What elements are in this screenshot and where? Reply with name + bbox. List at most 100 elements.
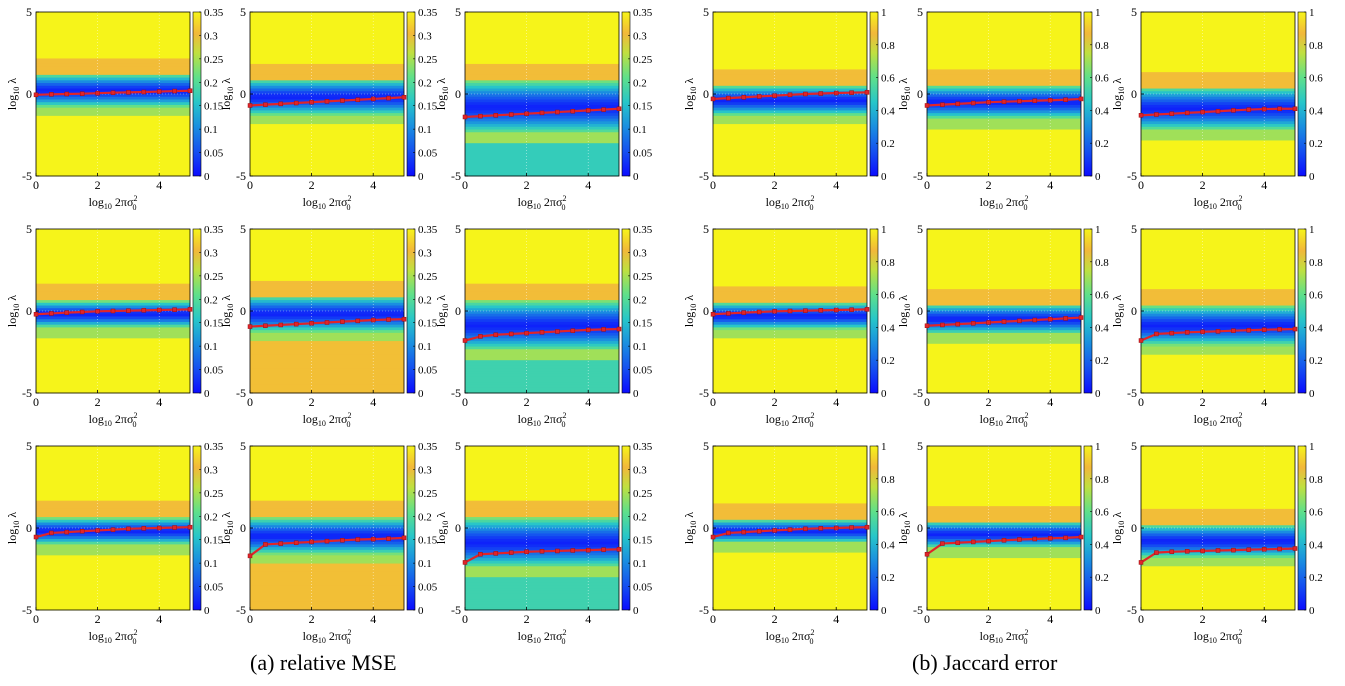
heatmap-cell <box>36 14 190 18</box>
heatmap-cell <box>927 384 1081 389</box>
heatmap-cell <box>36 446 190 450</box>
heatmap-cell <box>927 110 1081 114</box>
series-marker <box>1032 98 1038 103</box>
heatmap-cell <box>713 289 867 293</box>
heatmap-cell <box>250 58 404 62</box>
heatmap-cell <box>713 36 867 40</box>
heatmap-cell <box>713 390 867 394</box>
y-tick-label: 0 <box>240 304 246 318</box>
heatmap-cell <box>713 229 867 233</box>
heatmap-cell <box>713 162 867 166</box>
x-tick-label: 0 <box>462 612 468 626</box>
series-marker <box>1138 560 1144 565</box>
heatmap-cell <box>465 360 619 364</box>
heatmap-cell <box>465 132 619 136</box>
heatmap-cell <box>36 253 190 257</box>
heatmap-cell <box>36 593 190 597</box>
heatmap-cell <box>250 349 404 353</box>
heatmap-cell <box>927 154 1081 158</box>
heatmap-cell <box>1141 514 1295 518</box>
x-axis-label: log10 2πσ2 0 <box>303 628 352 646</box>
series-marker <box>1231 547 1236 553</box>
series-marker <box>493 551 499 556</box>
heatmap-cell <box>1141 36 1295 40</box>
series-marker <box>924 551 930 557</box>
heatmap-cell <box>1141 497 1295 502</box>
heatmap-cell <box>1141 579 1295 584</box>
heatmap-cell <box>713 77 867 81</box>
heatmap-cell <box>250 582 404 586</box>
heatmap-cell <box>713 31 867 35</box>
heatmap-cell <box>1141 151 1295 155</box>
heatmap-cell <box>465 354 619 358</box>
heatmap-cell <box>927 72 1081 76</box>
heatmap-cell <box>465 387 619 391</box>
heatmap-cell <box>713 335 867 339</box>
heatmap-cell <box>36 22 190 27</box>
heatmap-cell <box>713 80 867 84</box>
heatmap-cell <box>465 99 619 103</box>
colorbar-tick-label: 0.2 <box>1309 572 1323 584</box>
series-marker <box>833 90 839 96</box>
series-marker <box>616 547 622 552</box>
heatmap-cell <box>465 473 619 477</box>
heatmap-cell <box>465 297 619 301</box>
heatmap-cell <box>713 514 867 518</box>
heatmap-cell <box>1141 506 1295 510</box>
y-tick-label: 5 <box>455 439 461 453</box>
x-axis-label-sup: 2 <box>562 411 566 420</box>
heatmap-cell <box>1141 291 1295 296</box>
colorbar-tick-label: 0.25 <box>633 54 653 66</box>
heatmap-cell <box>250 270 404 274</box>
series-marker <box>601 327 606 332</box>
heatmap-cell <box>1141 376 1295 380</box>
series-marker <box>818 526 824 531</box>
colorbar-tick-label: 0.2 <box>1309 138 1323 150</box>
series-marker <box>1169 111 1175 116</box>
series-marker <box>864 307 870 312</box>
colorbar-tick-label: 0.2 <box>418 77 432 89</box>
heatmap-cell <box>1141 74 1295 79</box>
heatmap-cell <box>713 234 867 238</box>
heatmap-cell <box>250 604 404 608</box>
heatmap-cell <box>927 291 1081 296</box>
heatmap-cell <box>1141 327 1295 331</box>
x-tick-label: 4 <box>833 395 839 409</box>
heatmap-cell <box>927 156 1081 161</box>
series-marker <box>478 334 483 339</box>
heatmap-cell <box>36 343 190 348</box>
series-marker <box>741 529 747 535</box>
heatmap-cell <box>927 289 1081 293</box>
heatmap-cell <box>713 459 867 463</box>
heatmap-cell <box>927 20 1081 24</box>
heatmap-cell <box>713 47 867 51</box>
heatmap-cell <box>927 297 1081 301</box>
heatmap-cell <box>465 506 619 510</box>
heatmap-cell <box>713 354 867 358</box>
heatmap-cell <box>927 129 1081 133</box>
heatmap-cell <box>465 511 619 515</box>
heatmap-cell <box>36 248 190 252</box>
series-marker <box>49 311 54 316</box>
heatmap-cell <box>36 324 190 328</box>
heatmap-cell <box>36 115 190 120</box>
heatmap-cell <box>1141 302 1295 307</box>
y-axis-label: log10 λ <box>1110 295 1126 327</box>
heatmap-cell <box>465 379 619 383</box>
heatmap-cell <box>465 264 619 268</box>
heatmap-cell <box>36 17 190 21</box>
heatmap-cell <box>1141 346 1295 350</box>
heatmap-cell <box>465 283 619 287</box>
series-marker <box>726 95 731 101</box>
heatmap-cell <box>465 154 619 158</box>
heatmap-cell <box>713 242 867 246</box>
y-axis-label-sub: 10 <box>12 521 21 529</box>
series-marker <box>247 553 253 559</box>
series-marker <box>508 112 514 117</box>
y-axis-label-body: λ <box>219 512 233 521</box>
heatmap-cell <box>250 357 404 361</box>
heatmap-cell <box>465 294 619 298</box>
heatmap-cell <box>1141 170 1295 174</box>
heatmap-cell <box>927 58 1081 62</box>
